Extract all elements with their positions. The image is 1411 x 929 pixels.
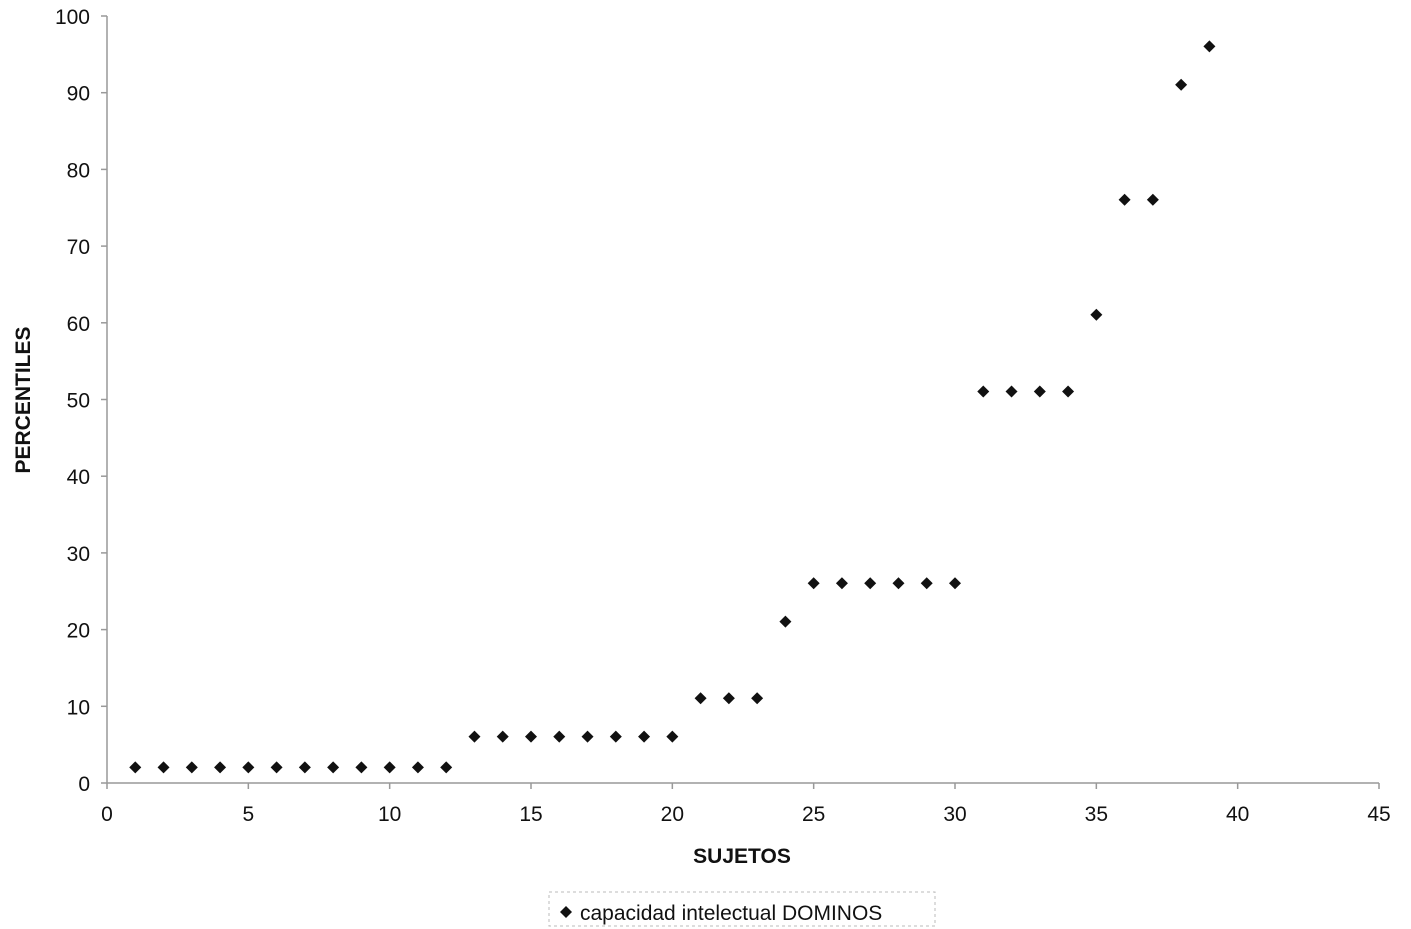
- data-point: [666, 730, 679, 743]
- y-tick-label: 70: [67, 236, 90, 259]
- legend-marker-icon: [560, 906, 572, 918]
- y-tick-label: 0: [78, 773, 90, 796]
- y-tick-label: 10: [67, 696, 90, 719]
- data-point: [892, 577, 905, 590]
- data-point: [609, 730, 622, 743]
- data-point: [1203, 40, 1216, 53]
- x-tick-label: 10: [378, 803, 401, 826]
- x-axis-title: SUJETOS: [693, 845, 791, 868]
- data-point: [496, 730, 509, 743]
- data-point: [327, 761, 340, 774]
- data-point: [1090, 308, 1103, 321]
- data-point: [977, 385, 990, 398]
- y-tick-label: 20: [67, 620, 90, 643]
- data-points: [129, 40, 1216, 774]
- y-tick-label: 80: [67, 159, 90, 182]
- data-point: [835, 577, 848, 590]
- data-point: [638, 730, 651, 743]
- data-point: [525, 730, 537, 743]
- data-point: [807, 577, 820, 590]
- y-axis-ticks: 0 10 20 30 40 50 60 70 80 90 100: [55, 6, 107, 796]
- x-tick-label: 15: [519, 803, 542, 826]
- data-point: [949, 577, 961, 590]
- data-point: [694, 692, 707, 705]
- y-tick-label: 50: [67, 390, 90, 413]
- data-point: [1118, 193, 1131, 206]
- y-tick-label: 90: [67, 83, 90, 106]
- legend-box: [548, 891, 936, 927]
- data-point: [581, 730, 594, 743]
- data-point: [1005, 385, 1018, 398]
- data-point: [751, 692, 764, 705]
- data-point: [920, 577, 933, 590]
- data-point: [1033, 385, 1046, 398]
- data-point: [214, 761, 227, 774]
- x-tick-label: 20: [661, 803, 684, 826]
- data-point: [270, 761, 283, 774]
- x-tick-label: 30: [943, 803, 966, 826]
- x-axis-ticks: 0 5 10 15 20 25 30 35 40 45: [101, 783, 1391, 826]
- data-point: [864, 577, 877, 590]
- y-tick-label: 30: [67, 543, 90, 566]
- data-point: [355, 761, 368, 774]
- data-point: [722, 692, 735, 705]
- data-point: [185, 761, 198, 774]
- data-point: [157, 761, 170, 774]
- data-point: [1062, 385, 1075, 398]
- y-axis-title: PERCENTILES: [12, 326, 35, 473]
- y-tick-label: 40: [67, 466, 90, 489]
- x-tick-label: 40: [1226, 803, 1249, 826]
- x-tick-label: 45: [1367, 803, 1390, 826]
- data-point: [440, 761, 453, 774]
- y-tick-label: 100: [55, 6, 90, 29]
- x-tick-label: 35: [1085, 803, 1108, 826]
- legend: capacidad intelectual DOMINOS: [548, 891, 936, 927]
- data-point: [129, 761, 142, 774]
- x-tick-label: 25: [802, 803, 825, 826]
- data-point: [468, 730, 481, 743]
- legend-label: capacidad intelectual DOMINOS: [580, 902, 882, 925]
- x-tick-label: 5: [242, 803, 254, 826]
- data-point: [383, 761, 396, 774]
- data-point: [411, 761, 424, 774]
- data-point: [779, 615, 792, 628]
- y-tick-label: 60: [67, 313, 90, 336]
- data-point: [298, 761, 311, 774]
- data-point: [553, 730, 566, 743]
- data-point: [242, 761, 255, 774]
- data-point: [1146, 193, 1159, 206]
- axes: [106, 16, 1379, 784]
- x-tick-label: 0: [101, 803, 113, 826]
- data-point: [1175, 78, 1188, 91]
